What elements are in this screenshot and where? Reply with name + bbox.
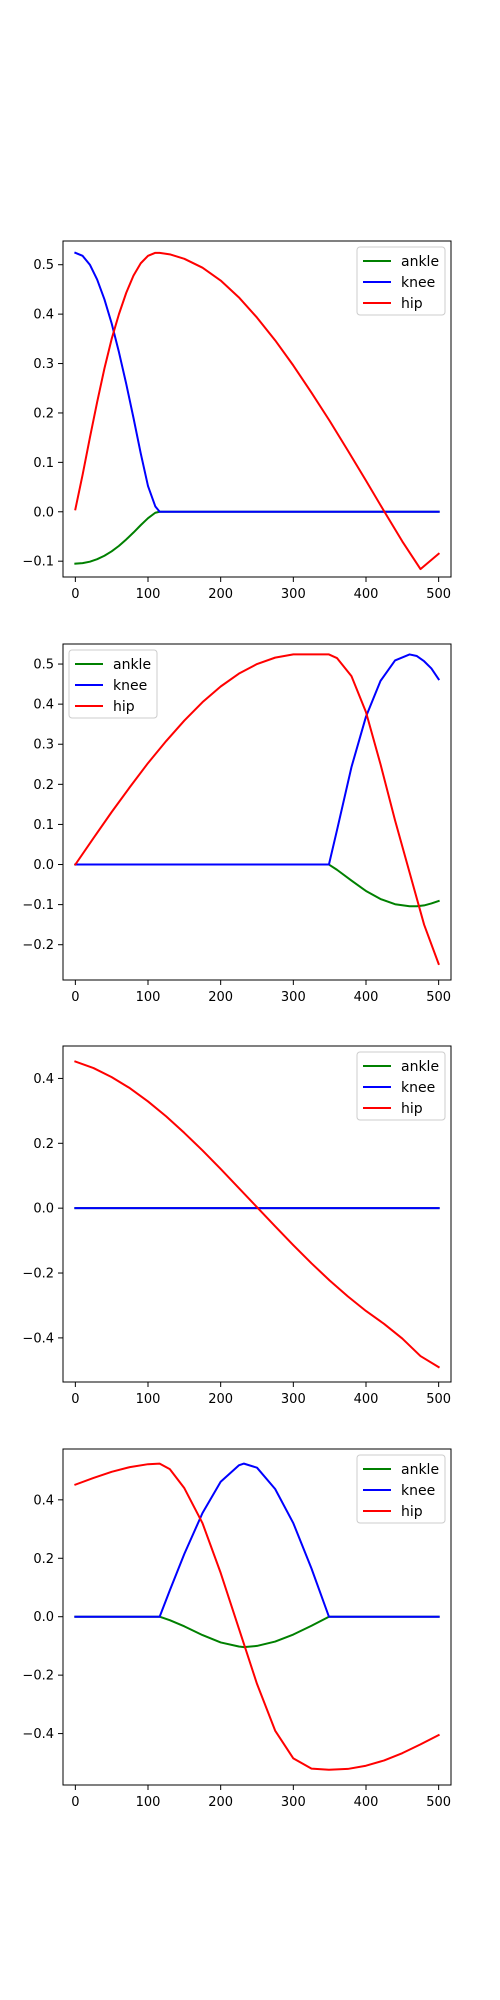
legend-label-knee: knee: [401, 1080, 435, 1096]
x-tick-label: 300: [281, 1392, 306, 1407]
y-tick-label: 0.3: [33, 738, 54, 753]
y-tick-label: 0.0: [33, 1610, 54, 1625]
y-tick-label: −0.2: [22, 938, 54, 953]
legend-label-ankle: ankle: [401, 254, 439, 270]
legend: ankle knee hip: [356, 1051, 446, 1121]
y-tick-label: 0.4: [33, 698, 54, 713]
series-line-ankle: [74, 1615, 440, 1649]
legend-label-hip: hip: [401, 1101, 423, 1117]
y-tick-label: 0.4: [33, 1493, 54, 1508]
y-tick-label: 0.2: [33, 406, 54, 421]
series-line-ankle: [74, 863, 440, 908]
series-lines: [74, 251, 441, 571]
x-tick-label: 300: [281, 587, 306, 602]
y-tick-label: −0.1: [22, 898, 54, 913]
y-tick-label: 0.4: [33, 308, 54, 323]
series-lines: [74, 1060, 441, 1369]
y-tick-label: −0.4: [22, 1727, 54, 1742]
legend-label-hip: hip: [401, 1504, 423, 1520]
legend-label-knee: knee: [113, 678, 147, 694]
chart-panel-2: 0 100 200 300 400 500 −0.2 −0.1 0.0 0.1 0.2 0.3 0.4 0…: [22, 643, 452, 1005]
series-line-knee: [74, 251, 440, 513]
legend: ankle knee hip: [356, 1454, 446, 1524]
y-tick-label: −0.2: [22, 1267, 54, 1282]
y-tick-label: 0.3: [33, 357, 54, 372]
x-tick-label: 100: [136, 1392, 161, 1407]
y-tick-label: 0.1: [33, 818, 54, 833]
y-tick-label: 0.0: [33, 858, 54, 873]
x-tick-label: 300: [281, 990, 306, 1005]
legend-label-hip: hip: [401, 296, 423, 312]
y-tick-label: −0.1: [22, 555, 54, 570]
x-tick-label: 0: [71, 587, 79, 602]
x-tick-label: 400: [354, 1795, 379, 1810]
series-line-hip: [74, 251, 441, 571]
x-tick-label: 200: [208, 990, 233, 1005]
series-line-knee: [74, 653, 441, 866]
legend-label-ankle: ankle: [113, 657, 151, 673]
chart-panel-3: 0 100 200 300 400 500 −0.4 −0.2 0.0 0.2 0.4 ankle kn…: [22, 1045, 452, 1407]
legend: ankle knee hip: [356, 246, 446, 316]
y-tick-label: 0.0: [33, 505, 54, 520]
legend-box: [356, 246, 446, 316]
y-tick-label: 0.2: [33, 1552, 54, 1567]
axes-frame: [62, 240, 452, 578]
legend-label-ankle: ankle: [401, 1462, 439, 1478]
x-tick-label: 100: [136, 990, 161, 1005]
series-line-knee: [74, 1462, 440, 1618]
x-tick-label: 400: [354, 990, 379, 1005]
series-lines: [74, 1462, 440, 1771]
legend-label-ankle: ankle: [401, 1059, 439, 1075]
x-tick-label: 100: [136, 1795, 161, 1810]
x-tick-label: 300: [281, 1795, 306, 1810]
chart-panel-4: 0 100 200 300 400 500 −0.4 −0.2 0.0 0.2 0.4 ankle kn…: [22, 1448, 452, 1810]
x-tick-label: 0: [71, 990, 79, 1005]
series-line-hip: [73, 653, 440, 966]
x-tick-label: 500: [426, 1392, 451, 1407]
series-line-hip: [74, 1060, 441, 1369]
legend-label-knee: knee: [401, 1483, 435, 1499]
x-tick-label: 200: [208, 1795, 233, 1810]
x-tick-label: 0: [71, 1392, 79, 1407]
y-tick-label: 0.1: [33, 456, 54, 471]
legend-label-hip: hip: [113, 699, 135, 715]
x-tick-label: 200: [208, 1392, 233, 1407]
y-tick-label: −0.2: [22, 1669, 54, 1684]
legend-label-knee: knee: [401, 275, 435, 291]
chart-panel-1: 0 100 200 300 400 500 −0.1 0.0 0.1 0.2 0.3 0.4 0.5 an…: [22, 240, 452, 602]
axes-frame: [62, 643, 452, 981]
x-tick-label: 400: [354, 1392, 379, 1407]
legend-box: [356, 1051, 446, 1121]
series-line-hip: [74, 1462, 440, 1771]
legend-box: [356, 1454, 446, 1524]
x-tick-label: 500: [426, 1795, 451, 1810]
y-tick-label: 0.4: [33, 1072, 54, 1087]
axes-frame: [62, 1045, 452, 1383]
y-tick-label: 0.0: [33, 1202, 54, 1217]
legend-box: [68, 649, 158, 719]
x-tick-label: 400: [354, 587, 379, 602]
x-tick-label: 100: [136, 587, 161, 602]
y-tick-label: −0.4: [22, 1331, 54, 1346]
legend: ankle knee hip: [68, 649, 158, 719]
y-tick-label: 0.5: [33, 658, 54, 673]
series-lines: [73, 653, 441, 966]
x-tick-label: 200: [208, 587, 233, 602]
y-tick-label: 0.5: [33, 258, 54, 273]
series-line-ankle: [74, 510, 440, 565]
y-tick-label: 0.2: [33, 1137, 54, 1152]
x-tick-label: 500: [426, 990, 451, 1005]
x-tick-label: 0: [71, 1795, 79, 1810]
x-tick-label: 500: [426, 587, 451, 602]
y-tick-label: 0.2: [33, 778, 54, 793]
